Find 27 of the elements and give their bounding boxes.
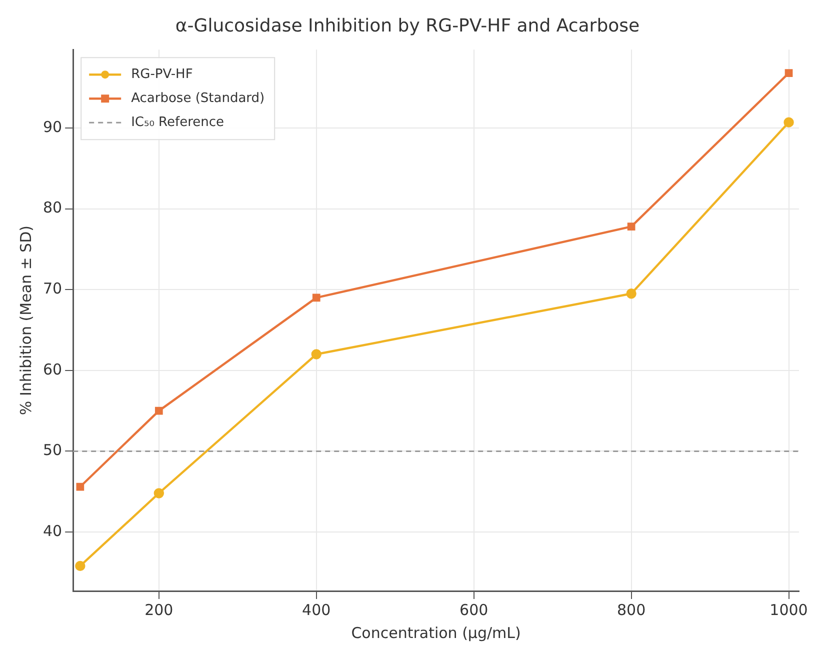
x-tick-label: 600 xyxy=(460,600,488,619)
x-tick-label: 1000 xyxy=(770,600,808,619)
y-tick-label: 80 xyxy=(42,198,62,217)
y-axis-title: % Inhibition (Mean ± SD) xyxy=(16,226,35,416)
point xyxy=(75,560,86,572)
y-tick-label: 60 xyxy=(42,360,62,378)
point xyxy=(784,69,793,77)
point xyxy=(627,222,636,230)
y-tick-label: 40 xyxy=(42,522,62,540)
point xyxy=(154,488,164,498)
chart-title: α-Glucosidase Inhibition by RG-PV-HF and Acarbose xyxy=(175,15,640,36)
legend-label: RG-PV-HF xyxy=(131,66,193,82)
y-tick-label: 50 xyxy=(42,441,62,460)
x-tick-label: 800 xyxy=(616,600,646,619)
y-tick-label: 70 xyxy=(42,279,62,298)
point xyxy=(626,288,636,299)
point xyxy=(311,349,322,360)
x-axis-title: Concentration (µg/mL) xyxy=(351,624,521,642)
legend-label: Acarbose (Standard) xyxy=(131,90,265,106)
point xyxy=(76,482,84,491)
point xyxy=(154,406,163,415)
y-tick-label: 90 xyxy=(42,118,62,136)
x-tick-label: 200 xyxy=(144,600,174,619)
point xyxy=(312,294,320,302)
legend-label: IC₅₀ Reference xyxy=(131,114,224,130)
point xyxy=(784,117,794,128)
x-tick-label: 400 xyxy=(302,600,331,619)
